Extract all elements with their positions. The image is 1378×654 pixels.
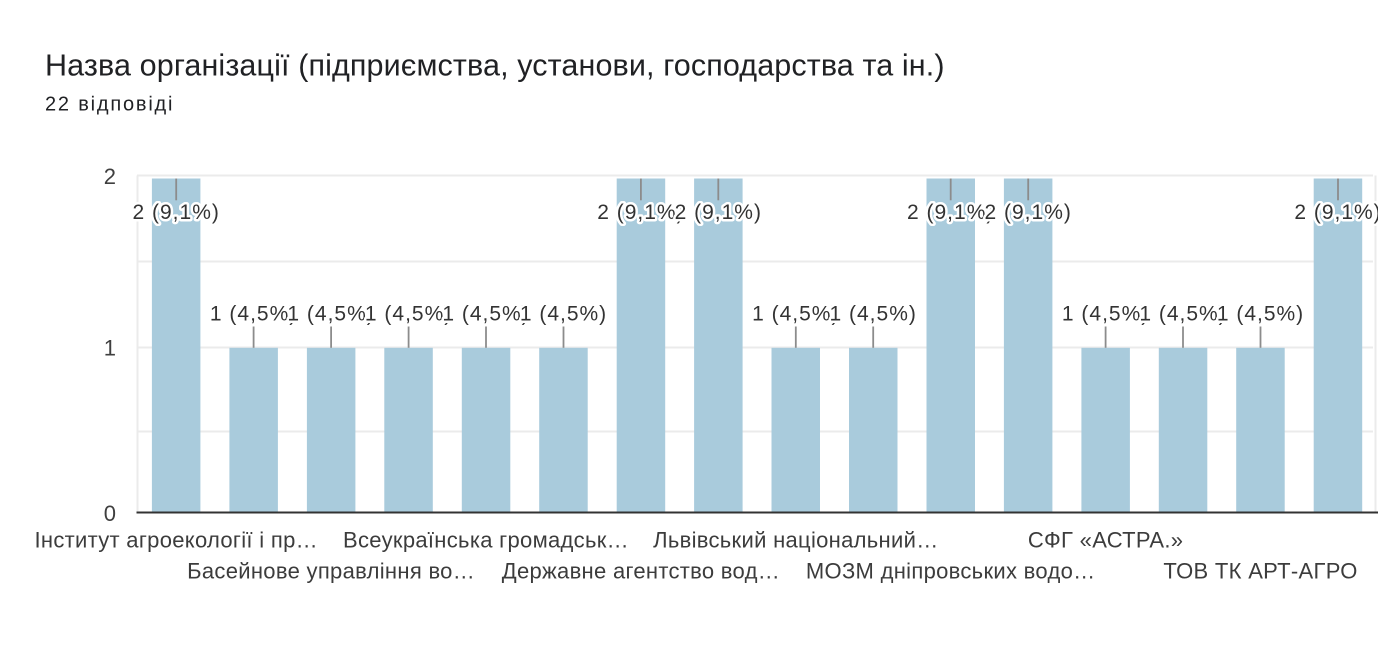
svg-text:2 (9,1%): 2 (9,1%) — [597, 201, 684, 224]
svg-text:Всеукраїнська громадськ…: Всеукраїнська громадськ… — [343, 528, 629, 553]
svg-text:22 відповіді: 22 відповіді — [45, 94, 174, 116]
svg-text:Інститут агроекології і пр…: Інститут агроекології і пр… — [34, 528, 317, 553]
svg-text:2 (9,1%): 2 (9,1%) — [675, 201, 762, 224]
svg-text:Львівський національний…: Львівський національний… — [653, 528, 938, 553]
svg-text:МОЗМ дніпровських водо…: МОЗМ дніпровських водо… — [806, 559, 1096, 584]
svg-text:1: 1 — [104, 335, 116, 360]
svg-text:1 (4,5%): 1 (4,5%) — [830, 303, 917, 326]
svg-text:2: 2 — [104, 164, 116, 189]
svg-text:0: 0 — [104, 501, 116, 526]
svg-text:Назва організації (підприємств: Назва організації (підприємства, установ… — [45, 49, 945, 83]
svg-text:2 (9,1%): 2 (9,1%) — [907, 201, 994, 224]
svg-text:2 (9,1%): 2 (9,1%) — [1294, 201, 1378, 224]
svg-text:Державне агентство вод…: Державне агентство вод… — [502, 559, 780, 584]
svg-text:Басейнове управління во…: Басейнове управління во… — [187, 559, 475, 584]
svg-text:ТОВ ТК АРТ-АГРО: ТОВ ТК АРТ-АГРО — [1163, 559, 1357, 584]
svg-text:1 (4,5%): 1 (4,5%) — [1062, 303, 1149, 326]
svg-text:1 (4,5%): 1 (4,5%) — [752, 303, 839, 326]
svg-text:1 (4,5%): 1 (4,5%) — [520, 303, 607, 326]
svg-text:1 (4,5%): 1 (4,5%) — [1139, 303, 1226, 326]
svg-text:1 (4,5%): 1 (4,5%) — [287, 303, 374, 326]
svg-text:2 (9,1%): 2 (9,1%) — [985, 201, 1072, 224]
svg-text:2 (9,1%): 2 (9,1%) — [133, 201, 220, 224]
svg-text:1 (4,5%): 1 (4,5%) — [365, 303, 452, 326]
svg-text:1 (4,5%): 1 (4,5%) — [210, 303, 297, 326]
svg-text:1 (4,5%): 1 (4,5%) — [1217, 303, 1304, 326]
svg-text:1 (4,5%): 1 (4,5%) — [442, 303, 529, 326]
svg-text:СФГ «АСТРА.»: СФГ «АСТРА.» — [1028, 528, 1183, 553]
